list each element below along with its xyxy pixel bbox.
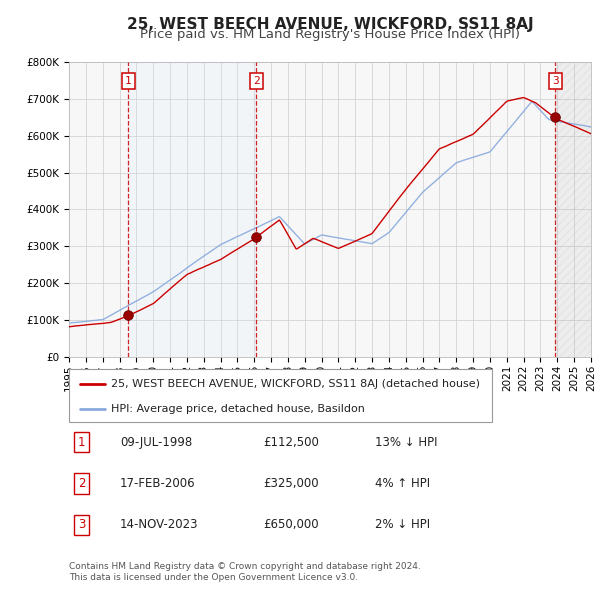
Text: £325,000: £325,000 [263, 477, 319, 490]
Text: £650,000: £650,000 [263, 518, 319, 532]
Bar [128, 62, 256, 357]
Text: 1: 1 [78, 435, 86, 449]
Text: 1: 1 [125, 76, 132, 86]
Text: 25, WEST BEECH AVENUE, WICKFORD, SS11 8AJ: 25, WEST BEECH AVENUE, WICKFORD, SS11 8A… [127, 17, 533, 31]
Text: 17-FEB-2006: 17-FEB-2006 [120, 477, 196, 490]
Text: HPI: Average price, detached house, Basildon: HPI: Average price, detached house, Basi… [112, 404, 365, 414]
Text: 4% ↑ HPI: 4% ↑ HPI [375, 477, 430, 490]
Bar [555, 62, 591, 357]
Text: 2: 2 [253, 76, 260, 86]
Text: 2: 2 [78, 477, 86, 490]
Text: 13% ↓ HPI: 13% ↓ HPI [375, 435, 437, 449]
Text: 2% ↓ HPI: 2% ↓ HPI [375, 518, 430, 532]
Bar [555, 62, 591, 357]
Text: 14-NOV-2023: 14-NOV-2023 [120, 518, 199, 532]
Text: £112,500: £112,500 [263, 435, 319, 449]
FancyBboxPatch shape [69, 369, 492, 422]
Text: 25, WEST BEECH AVENUE, WICKFORD, SS11 8AJ (detached house): 25, WEST BEECH AVENUE, WICKFORD, SS11 8A… [112, 379, 481, 389]
Text: Contains HM Land Registry data © Crown copyright and database right 2024.
This d: Contains HM Land Registry data © Crown c… [69, 562, 421, 582]
Text: 09-JUL-1998: 09-JUL-1998 [120, 435, 192, 449]
Text: 3: 3 [552, 76, 559, 86]
Text: 3: 3 [78, 518, 85, 532]
Text: Price paid vs. HM Land Registry's House Price Index (HPI): Price paid vs. HM Land Registry's House … [140, 28, 520, 41]
